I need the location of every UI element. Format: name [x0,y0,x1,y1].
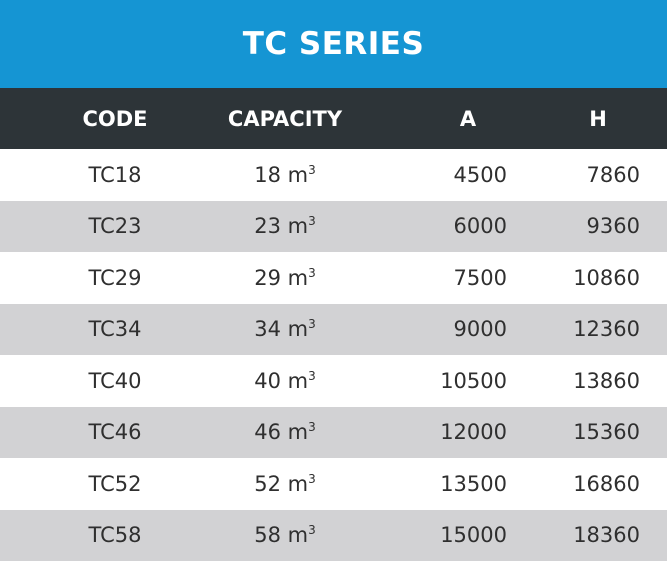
table-row: TC46 46 m3 12000 15360 [0,406,667,458]
cell-code: TC46 [88,420,142,445]
cell-h: 18360 [573,523,640,548]
cell-code: TC18 [88,162,142,187]
table-title: TC SERIES [0,0,667,88]
cell-capacity: 46 m3 [254,420,316,445]
cell-a: 10500 [440,368,507,393]
table-row: TC23 23 m3 6000 9360 [0,200,667,252]
cell-code: TC34 [88,317,142,342]
cell-a: 9000 [453,317,507,342]
cell-a: 13500 [440,471,507,496]
cell-a: 12000 [440,420,507,445]
table-row: TC29 29 m3 7500 10860 [0,252,667,304]
cell-capacity: 52 m3 [254,471,316,496]
table-body: TC18 18 m3 4500 7860 TC23 23 m3 6000 936… [0,149,667,561]
table-row: TC34 34 m3 9000 12360 [0,303,667,355]
cell-h: 12360 [573,317,640,342]
cell-capacity: 23 m3 [254,214,316,239]
cell-code: TC23 [88,214,142,239]
header-h: H [589,106,607,131]
cell-h: 15360 [573,420,640,445]
table-row: TC58 58 m3 15000 18360 [0,509,667,561]
table-row: TC40 40 m3 10500 13860 [0,355,667,407]
header-capacity: CAPACITY [227,106,343,131]
cell-capacity: 34 m3 [254,317,316,342]
cell-h: 16860 [573,471,640,496]
cell-a: 15000 [440,523,507,548]
header-a: A [459,106,477,131]
cell-a: 7500 [453,265,507,290]
cell-h: 10860 [573,265,640,290]
cell-h: 7860 [586,162,640,187]
cell-capacity: 29 m3 [254,265,316,290]
cell-code: TC40 [88,368,142,393]
cell-capacity: 58 m3 [254,523,316,548]
cell-h: 9360 [586,214,640,239]
cell-h: 13860 [573,368,640,393]
table-row: TC52 52 m3 13500 16860 [0,458,667,510]
header-code: CODE [82,106,148,131]
cell-capacity: 40 m3 [254,368,316,393]
cell-code: TC52 [88,471,142,496]
table-header-row: CODE CAPACITY A H [0,88,667,149]
cell-a: 6000 [453,214,507,239]
table-row: TC18 18 m3 4500 7860 [0,149,667,201]
cell-code: TC29 [88,265,142,290]
cell-a: 4500 [453,162,507,187]
cell-capacity: 18 m3 [254,162,316,187]
cell-code: TC58 [88,523,142,548]
